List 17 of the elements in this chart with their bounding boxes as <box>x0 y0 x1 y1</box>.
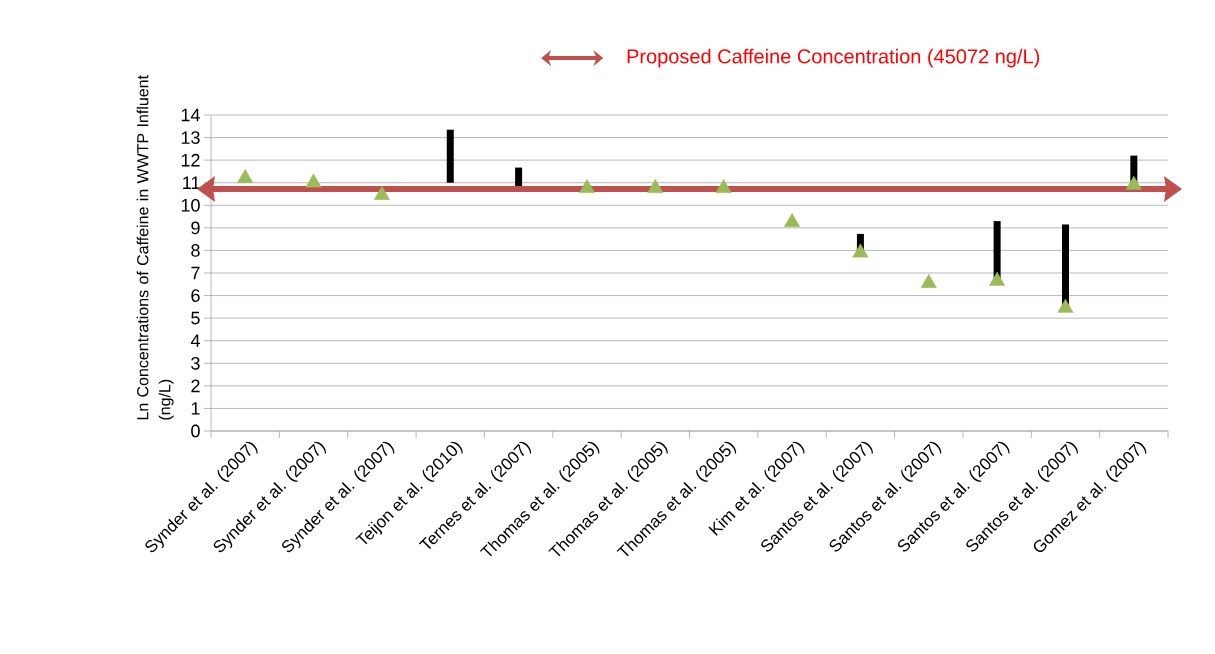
y-tick-label: 13 <box>181 131 200 144</box>
y-tick-label: 10 <box>181 198 200 212</box>
y-tick-label: 7 <box>191 266 200 280</box>
y-tick-label: 0 <box>191 424 200 438</box>
y-tick-label: 14 <box>181 108 200 122</box>
y-tick-label: 12 <box>181 153 200 167</box>
y-tick-label: 9 <box>191 221 200 235</box>
y-tick-label: 2 <box>191 379 200 393</box>
y-tick-label: 11 <box>183 176 200 189</box>
y-tick-label: 8 <box>191 244 200 257</box>
y-tick-label: 5 <box>191 311 200 325</box>
y-tick-label: 1 <box>191 402 200 415</box>
y-axis-title: Ln Concentrations of Caffeine in WWTP Influent (ng/L) <box>136 75 174 420</box>
y-tick-label: 6 <box>191 289 200 302</box>
y-tick-label: 4 <box>190 334 200 347</box>
legend-label: Proposed Caffeine Concentration (45072 ng/L) <box>627 48 1040 68</box>
y-tick-label: 3 <box>191 356 200 370</box>
